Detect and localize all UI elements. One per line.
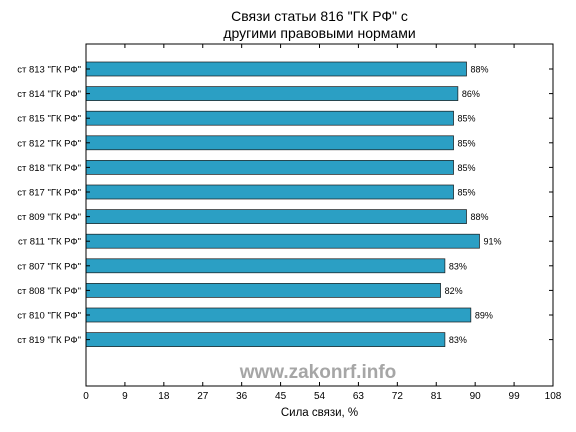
bar-value-label: 91% (483, 237, 501, 247)
bar (85, 160, 454, 175)
x-tick-label: 27 (197, 391, 209, 402)
bar (85, 61, 467, 77)
x-tick-label: 108 (545, 391, 562, 402)
bar-value-label: 82% (445, 286, 463, 296)
x-axis-title: Сила связи, % (281, 407, 358, 419)
x-tick-label: 0 (83, 391, 89, 402)
x-tick-label: 63 (353, 391, 365, 402)
bar-value-label: 85% (458, 188, 476, 198)
watermark: www.zakonrf.info (239, 362, 397, 383)
bar (85, 283, 441, 298)
bar-value-label: 85% (458, 138, 476, 148)
bar (85, 135, 454, 151)
y-tick-label: ст 812 "ГК РФ" (17, 138, 81, 149)
y-tick-label: ст 815 "ГК РФ" (17, 114, 81, 125)
y-tick-label: ст 811 "ГК РФ" (18, 237, 81, 248)
bar (85, 332, 446, 347)
bar (85, 110, 454, 126)
bar-value-label: 85% (458, 163, 476, 173)
chart-title-line-2: другими правовыми нормами (223, 25, 416, 41)
y-tick-label: ст 818 "ГК РФ" (17, 163, 81, 174)
bar-value-label: 88% (471, 212, 489, 222)
bar-value-label: 85% (458, 114, 476, 124)
y-tick-label: ст 807 "ГК РФ" (17, 261, 81, 272)
chart-title-line-1: Связи статьи 816 "ГК РФ" с (231, 8, 408, 24)
bar (85, 209, 467, 224)
chart-title: Связи статьи 816 "ГК РФ" с другими право… (86, 8, 553, 42)
x-tick-label: 99 (509, 391, 521, 402)
x-tick-label: 81 (431, 391, 443, 402)
x-tick-label: 72 (392, 391, 404, 402)
y-tick-label: ст 817 "ГК РФ" (17, 188, 81, 199)
y-tick-label: ст 809 "ГК РФ" (17, 212, 81, 223)
bar-value-label: 83% (449, 261, 467, 271)
x-tick-label: 9 (122, 391, 128, 402)
x-tick-label: 36 (236, 391, 248, 402)
bar-value-label: 89% (475, 311, 493, 321)
bar (85, 184, 454, 200)
y-tick-label: ст 814 "ГК РФ" (17, 89, 81, 100)
bar (85, 233, 480, 249)
y-tick-label: ст 810 "ГК РФ" (17, 311, 81, 322)
y-tick-label: ст 813 "ГК РФ" (17, 65, 81, 76)
x-tick-label: 54 (314, 391, 326, 402)
x-tick-label: 90 (470, 391, 482, 402)
bar-value-label: 86% (462, 89, 480, 99)
bar (85, 307, 472, 323)
y-tick-label: ст 819 "ГК РФ" (17, 335, 81, 346)
bar (85, 86, 459, 101)
y-tick-label: ст 808 "ГК РФ" (17, 286, 81, 297)
bars-layer: 88% 86% 85% 85% 85% 85% 88% 91% 83% 82% 89% 83% (85, 61, 502, 347)
bar-value-label: 88% (471, 65, 489, 75)
bar-value-label: 83% (449, 335, 467, 345)
x-tick-label: 45 (275, 391, 287, 402)
x-tick-label: 18 (158, 391, 170, 402)
bar (85, 258, 446, 274)
axes-layer: ст 813 "ГК РФ" ст 814 "ГК РФ" ст 815 "ГК Р… (17, 44, 562, 402)
